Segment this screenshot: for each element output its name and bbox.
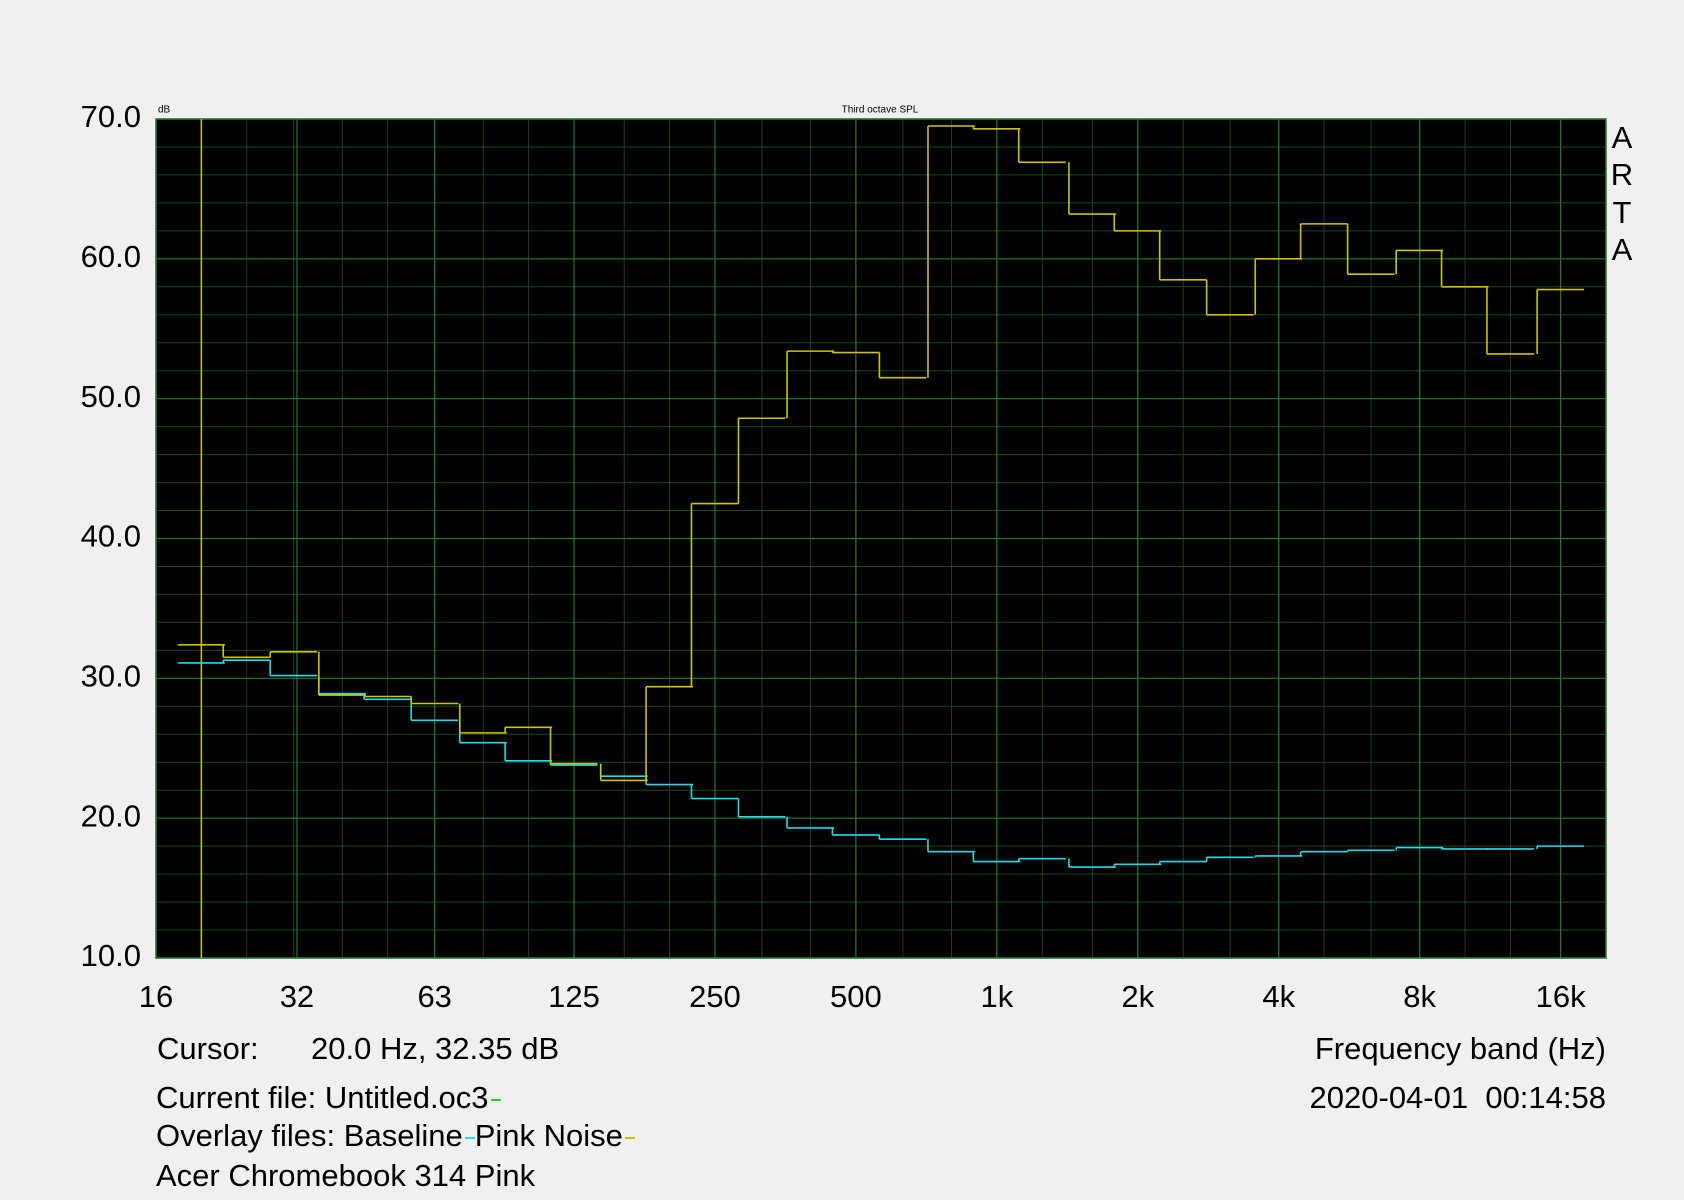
- watermark-letter: A: [1612, 120, 1633, 155]
- x-tick-label: 2k: [1121, 979, 1154, 1014]
- watermark-letter: R: [1611, 157, 1633, 192]
- y-tick-label: 30.0: [81, 659, 141, 694]
- watermark-letter: A: [1612, 232, 1633, 267]
- legend-swatch: [624, 1136, 635, 1139]
- current-file-label: Current file: Untitled.oc3: [156, 1080, 489, 1115]
- y-tick-label: 70.0: [81, 99, 141, 134]
- x-tick-label: 8k: [1403, 979, 1436, 1014]
- legend-label: Baseline: [343, 1118, 463, 1153]
- y-tick-label: 50.0: [81, 379, 141, 414]
- x-tick-label: 63: [417, 979, 451, 1014]
- x-tick-label: 250: [689, 979, 741, 1014]
- watermark-letter: T: [1613, 195, 1632, 230]
- legend-label: Pink Noise: [474, 1118, 623, 1153]
- current-file-swatch: [490, 1098, 501, 1101]
- date: 2020-04-01 00:14:58: [1309, 1080, 1606, 1115]
- x-tick-label: 16: [139, 979, 173, 1014]
- x-tick-label: 125: [548, 979, 600, 1014]
- legend: Overlay files: Baseline Pink Noise: [156, 1120, 635, 1151]
- grid: [155, 118, 1607, 959]
- overlay-label: Overlay files:: [156, 1118, 336, 1153]
- cursor-prefix: Cursor:: [157, 1031, 259, 1066]
- y-tick-label: 20.0: [81, 798, 141, 833]
- y-tick-label: 60.0: [81, 239, 141, 274]
- cursor-value: 20.0 Hz, 32.35 dB: [311, 1031, 560, 1066]
- x-tick-label: 4k: [1262, 979, 1295, 1014]
- plot-border: [155, 118, 1607, 959]
- y-unit: dB: [158, 105, 171, 116]
- y-tick-label: 10.0: [81, 938, 141, 973]
- marks: [177, 119, 1585, 958]
- note: Acer Chromebook 314 Pink: [156, 1158, 536, 1193]
- current-file: Current file: Untitled.oc3: [156, 1082, 501, 1113]
- x-tick-label: 32: [280, 979, 314, 1014]
- legend-swatch: [464, 1136, 475, 1139]
- x-tick-label: 1k: [980, 979, 1013, 1014]
- chart-title: Third octave SPL: [842, 105, 919, 116]
- legend-entry: Baseline: [344, 1118, 475, 1153]
- legend-entry: Pink Noise: [475, 1118, 635, 1153]
- x-tick-label: 16k: [1536, 979, 1586, 1014]
- y-tick-label: 40.0: [81, 519, 141, 554]
- x-tick-label: 500: [830, 979, 882, 1014]
- x-axis-label: Frequency band (Hz): [1314, 1031, 1606, 1066]
